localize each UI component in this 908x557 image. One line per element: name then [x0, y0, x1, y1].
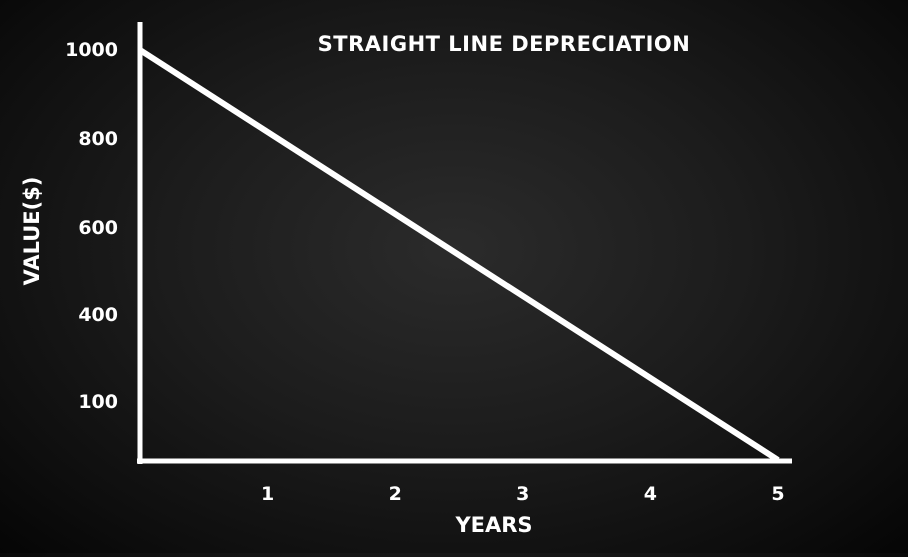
y-tick-labels: 1000 800 600 400 100: [65, 39, 118, 413]
y-axis-label: VALUE($): [20, 177, 44, 286]
chart-title: STRAIGHT LINE DEPRECIATION: [318, 32, 691, 56]
x-tick-label: 5: [771, 483, 784, 505]
x-axis-label: YEARS: [454, 513, 532, 537]
y-tick-label: 400: [78, 304, 118, 326]
y-tick-label: 600: [78, 217, 118, 239]
series-layer: [138, 47, 780, 463]
y-tick-label: 1000: [65, 39, 118, 61]
x-tick-label: 2: [389, 483, 402, 505]
x-tick-label: 4: [644, 483, 657, 505]
y-tick-label: 100: [78, 391, 118, 413]
x-tick-label: 1: [261, 483, 274, 505]
x-tick-labels: 1 2 3 4 5: [261, 483, 785, 505]
depreciation-line: [138, 47, 780, 463]
y-tick-label: 800: [78, 128, 118, 150]
x-tick-label: 3: [516, 483, 529, 505]
